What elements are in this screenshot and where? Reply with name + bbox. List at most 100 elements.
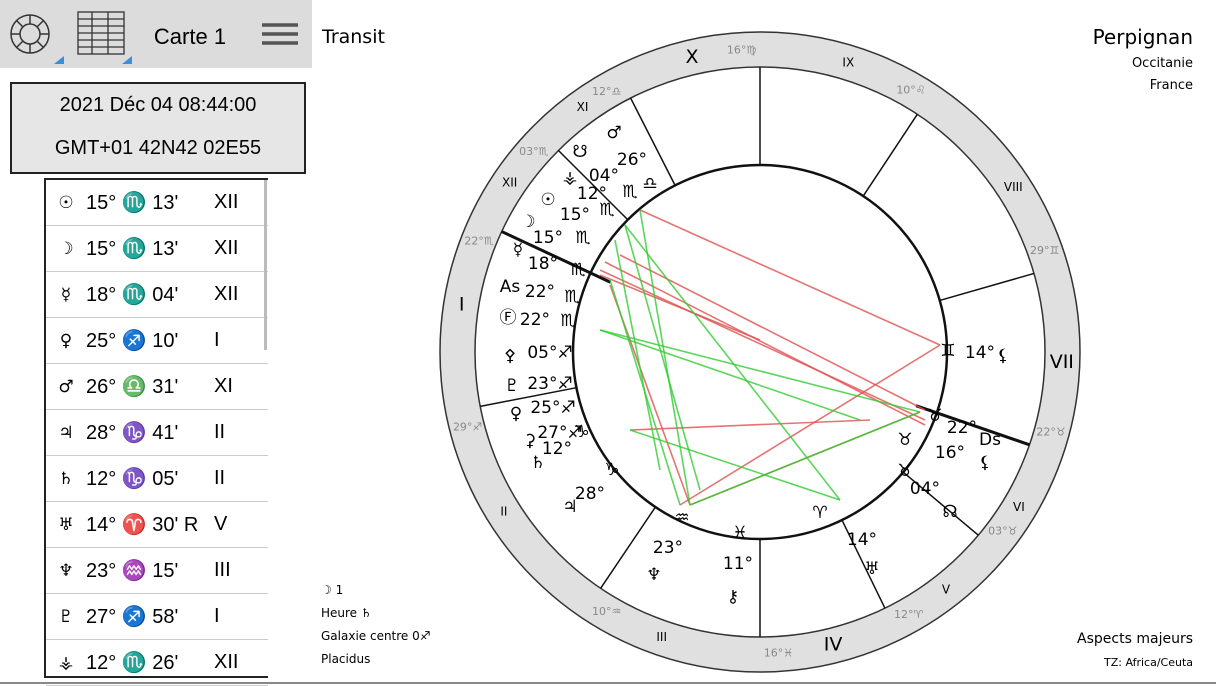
- planet-symbol: ♃: [58, 422, 74, 443]
- planet-row[interactable]: ♄ 12° ♑ 05' II: [46, 456, 268, 502]
- planet-row[interactable]: ♂ 26° ♎ 31' XI: [46, 364, 268, 410]
- house-cusp: [939, 272, 1035, 302]
- wheel-label: ♅: [864, 559, 879, 579]
- house-number: VII: [1050, 351, 1074, 373]
- cusp-degree: 16°♓: [764, 646, 793, 659]
- planet-row[interactable]: ☉ 15° ♏ 13' XII: [46, 180, 268, 226]
- wheel-label: ♂: [606, 123, 621, 143]
- wheel-label: 18°: [528, 254, 558, 274]
- house-number: VIII: [1004, 180, 1023, 194]
- house-number: IX: [842, 56, 854, 70]
- table-button[interactable]: [77, 11, 125, 55]
- planet-row[interactable]: ♅ 14° ♈ 30' R V: [46, 502, 268, 548]
- planet-position: 12° ♏ 26': [86, 652, 179, 674]
- wheel-label: 05°♐: [527, 343, 572, 363]
- house-cusp: [600, 506, 657, 589]
- wheel-label: ☊: [942, 502, 957, 522]
- inner-circle: [571, 163, 949, 541]
- planet-row[interactable]: ♃ 28° ♑ 41' II: [46, 410, 268, 456]
- planet-symbol: ♄: [58, 468, 74, 489]
- planet-table: ☉ 15° ♏ 13' XII ☽ 15° ♏ 13' XII ☿ 18° ♏ 04' XII ♀…: [44, 178, 268, 686]
- wheel-label: ♏: [575, 228, 590, 248]
- mode: Transit: [321, 26, 385, 48]
- city: Perpignan: [1093, 25, 1193, 49]
- wheel-label: 04°: [589, 166, 619, 186]
- wheel-label: ♀: [510, 404, 522, 424]
- wheel-label: ♉: [927, 406, 942, 426]
- wheel-label: ☽: [520, 212, 535, 232]
- planet-house: II: [214, 467, 226, 489]
- planet-position: 15° ♏ 13': [86, 192, 179, 214]
- planet-position: 18° ♏ 04': [86, 284, 179, 306]
- planet-house: II: [214, 421, 226, 443]
- wheel-label: ☉: [540, 190, 555, 210]
- wheel-label: ♉: [897, 430, 912, 450]
- wheel-label: 11°: [723, 554, 753, 574]
- wheel-button[interactable]: [10, 14, 50, 54]
- house-cusp: [841, 519, 886, 609]
- planet-symbol: ♇: [58, 606, 74, 627]
- wheel-label: As: [500, 277, 521, 297]
- chart-name[interactable]: Carte 1: [154, 24, 226, 49]
- wheel-label: ⚴: [504, 346, 516, 366]
- wheel-label: ♊: [940, 341, 955, 361]
- planet-row[interactable]: ⚶ 12° ♏ 26' XII: [46, 640, 268, 686]
- house-number: X: [686, 46, 699, 68]
- house-cusp: [557, 149, 629, 221]
- wheel-label: ♃: [562, 497, 577, 517]
- wheel-label: 16°: [935, 443, 965, 463]
- wheel-label: 23°: [653, 538, 683, 558]
- planet-row[interactable]: ♆ 23° ♒ 15' III: [46, 548, 268, 594]
- wheel-label: 22°: [525, 282, 555, 302]
- planet-symbol: ☽: [58, 238, 74, 259]
- house-cusp: [501, 230, 612, 284]
- wheel-label: 22°: [947, 418, 977, 438]
- planet-symbol: ☿: [60, 284, 72, 305]
- aspect-line: [624, 224, 841, 501]
- region: Occitanie: [1132, 56, 1193, 71]
- date: 2021 Déc 04 08:44:00: [59, 94, 257, 116]
- wheel-label: ⚶: [563, 168, 577, 188]
- wheel-label: ⚸: [979, 453, 991, 473]
- info-box[interactable]: 2021 Déc 04 08:44:00 GMT+01 42N42 02E55: [10, 82, 306, 174]
- wheel-label: 26°: [617, 150, 647, 170]
- house-cusp: [915, 404, 1030, 447]
- house-cusp: [902, 471, 979, 536]
- planet-symbol: ⚶: [58, 652, 74, 673]
- wheel-label: ♆: [646, 565, 661, 585]
- note: Heure ♄: [321, 606, 372, 620]
- planet-symbol: ♀: [59, 330, 73, 351]
- planet-row[interactable]: ♇ 27° ♐ 58' I: [46, 594, 268, 640]
- aspect-line: [624, 224, 701, 491]
- wheel-label: 28°: [575, 484, 605, 504]
- planet-position: 15° ♏ 13': [86, 238, 179, 260]
- wheel-label: ♏: [599, 200, 614, 220]
- wheel-label: 25°♐: [530, 398, 575, 418]
- planet-row[interactable]: ☽ 15° ♏ 13' XII: [46, 226, 268, 272]
- aspect-line: [599, 329, 921, 413]
- house-cusp: [629, 97, 676, 186]
- planet-row[interactable]: ♀ 25° ♐ 10' I: [46, 318, 268, 364]
- wheel-label: ♉: [897, 461, 912, 481]
- planet-row[interactable]: ☿ 18° ♏ 04' XII: [46, 272, 268, 318]
- corner: [54, 56, 64, 64]
- aspect-line: [629, 419, 871, 431]
- wheel-label: 04°: [910, 479, 940, 499]
- cusp-degree: 12°♈: [894, 608, 923, 621]
- planet-symbol: ♂: [58, 376, 74, 397]
- house-number: V: [942, 582, 951, 596]
- aspects: Aspects majeurs: [1077, 631, 1193, 647]
- wheel-label: 12°: [577, 184, 607, 204]
- scrollbar: [264, 180, 267, 350]
- aspect-line: [689, 411, 921, 506]
- planet-symbol: ♅: [58, 514, 74, 535]
- wheel-label: 14°: [847, 530, 877, 550]
- wheel-label: 23°♐: [527, 374, 572, 394]
- wheel-label: ♈: [812, 503, 827, 523]
- aspect-line: [679, 344, 941, 506]
- wheel-label: ♏: [560, 311, 575, 331]
- house-cusp: [480, 386, 577, 408]
- menu-button[interactable]: [262, 23, 298, 45]
